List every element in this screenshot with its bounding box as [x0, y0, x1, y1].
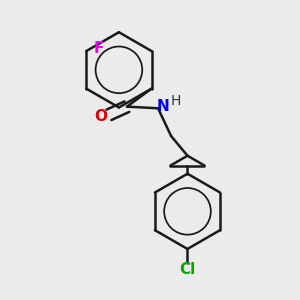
Text: H: H: [170, 94, 181, 108]
Text: Cl: Cl: [179, 262, 196, 277]
Text: O: O: [94, 109, 107, 124]
Text: F: F: [94, 41, 104, 56]
Text: N: N: [157, 99, 170, 114]
